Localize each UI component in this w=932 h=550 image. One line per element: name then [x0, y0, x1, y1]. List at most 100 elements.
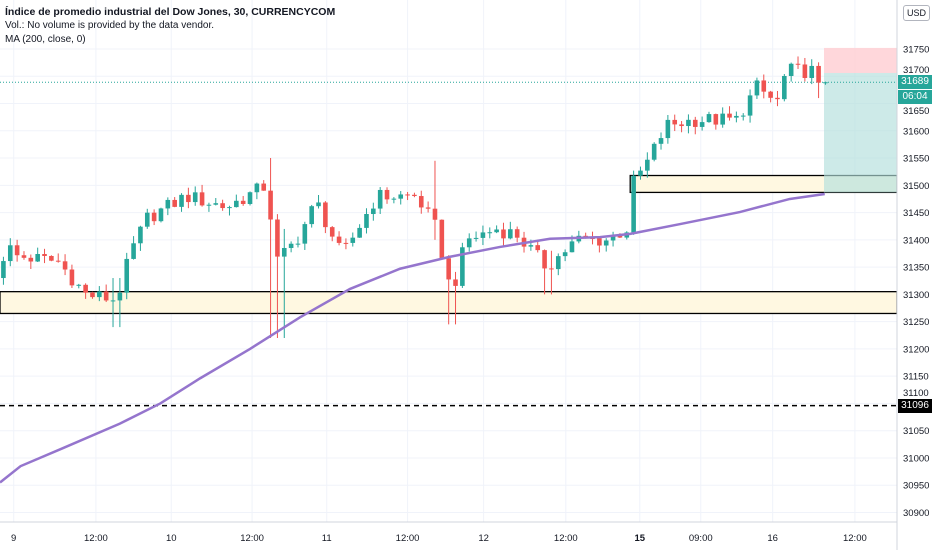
- time-tick-label: 12: [478, 533, 489, 544]
- candle-body: [329, 227, 335, 237]
- candle-body: [398, 194, 404, 199]
- candle-body: [555, 256, 561, 270]
- candle-body: [761, 80, 767, 92]
- time-tick-label: 11: [322, 533, 332, 544]
- candle-body: [535, 245, 541, 251]
- price-tick-label: 31400: [903, 235, 929, 246]
- candle-body: [439, 219, 445, 259]
- candle-body: [343, 242, 349, 244]
- candle-body: [747, 95, 753, 116]
- candle-body: [7, 245, 13, 262]
- candle-body: [788, 63, 794, 76]
- candle-body: [186, 194, 191, 203]
- candle-body: [268, 190, 273, 220]
- candle-body: [69, 269, 75, 286]
- candle-body: [165, 199, 171, 209]
- candle-body: [473, 237, 479, 239]
- candle-body: [432, 208, 438, 220]
- candle-body: [172, 199, 177, 207]
- candle-body: [391, 198, 397, 200]
- candle-body: [768, 91, 773, 98]
- candle-body: [651, 143, 657, 160]
- candle-body: [110, 300, 116, 302]
- price-tick-label: 31700: [903, 65, 929, 76]
- price-tick-label: 31450: [903, 208, 929, 219]
- candle-body: [14, 245, 20, 256]
- candle-body: [562, 252, 568, 257]
- candle-body: [227, 207, 232, 209]
- candle-body: [412, 194, 417, 197]
- price-tick-label: 31050: [903, 426, 929, 437]
- time-tick-label: 10: [166, 533, 177, 544]
- candle-body: [692, 119, 698, 127]
- level-price-badge: 31096: [898, 398, 932, 413]
- price-tick-label: 30900: [903, 508, 929, 519]
- candle-body: [103, 291, 109, 301]
- candle-body: [384, 189, 390, 200]
- candle-body: [720, 113, 725, 125]
- candle-body: [603, 240, 609, 246]
- candle-body: [336, 236, 342, 243]
- candle-body: [288, 243, 294, 248]
- ma-indicator-label[interactable]: MA (200, close, 0): [5, 34, 86, 45]
- candle-body: [494, 229, 499, 233]
- stop-loss-area: [824, 47, 897, 73]
- price-tick-label: 31350: [903, 263, 929, 274]
- price-tick-label: 31500: [903, 181, 929, 192]
- candle-body: [199, 192, 205, 206]
- candle-body: [754, 80, 760, 96]
- candle-body: [795, 63, 801, 65]
- candle-body: [775, 97, 780, 100]
- price-tick-label: 31550: [903, 154, 929, 165]
- candle-body: [83, 284, 88, 293]
- candle-body: [302, 224, 308, 244]
- candle-body: [514, 229, 520, 238]
- candle-body: [295, 243, 301, 245]
- candle-body: [254, 183, 260, 193]
- candle-body: [549, 268, 554, 270]
- candle-body: [42, 254, 47, 256]
- candle-body: [480, 232, 486, 238]
- time-tick-label: 9: [11, 533, 16, 544]
- candle-body: [453, 279, 458, 286]
- candle-body: [49, 255, 54, 261]
- candle-body: [247, 192, 253, 204]
- candle-body: [610, 234, 616, 241]
- candle-body: [617, 234, 623, 238]
- candle-body: [377, 189, 383, 209]
- candle-body: [316, 202, 321, 207]
- ma-200-line: [0, 192, 825, 484]
- candle-body: [686, 119, 691, 127]
- chart-legend: Índice de promedio industrial del Dow Jo…: [5, 5, 335, 47]
- price-tick-label: 31300: [903, 290, 929, 301]
- currency-button[interactable]: USD: [903, 5, 931, 21]
- time-tick-label: 15: [635, 533, 646, 544]
- candle-body: [809, 65, 815, 78]
- candle-body: [658, 138, 664, 144]
- bar-countdown-badge: 06:04: [898, 90, 932, 105]
- volume-indicator-label: Vol.: No volume is provided by the data …: [5, 20, 215, 31]
- candle-body: [466, 238, 472, 248]
- candle-body: [55, 260, 61, 262]
- current-price-badge: 31689: [898, 75, 932, 90]
- price-tick-label: 31600: [903, 126, 929, 137]
- candle-body: [364, 214, 369, 228]
- candle-body: [323, 202, 328, 228]
- candle-body: [446, 258, 451, 280]
- candle-body: [28, 257, 34, 262]
- price-tick-label: 31000: [903, 453, 929, 464]
- candle-body: [138, 226, 143, 244]
- price-tick-label: 31200: [903, 344, 929, 355]
- candle-body: [158, 208, 164, 222]
- candle-body: [727, 113, 732, 118]
- candle-body: [240, 200, 246, 204]
- candle-body: [131, 243, 136, 259]
- candle-body: [460, 247, 465, 286]
- candle-body: [90, 292, 95, 298]
- candle-body: [76, 284, 82, 286]
- take-profit-area: [824, 72, 897, 193]
- candle-body: [740, 115, 746, 117]
- candle-body: [542, 250, 547, 269]
- price-tick-label: 31250: [903, 317, 929, 328]
